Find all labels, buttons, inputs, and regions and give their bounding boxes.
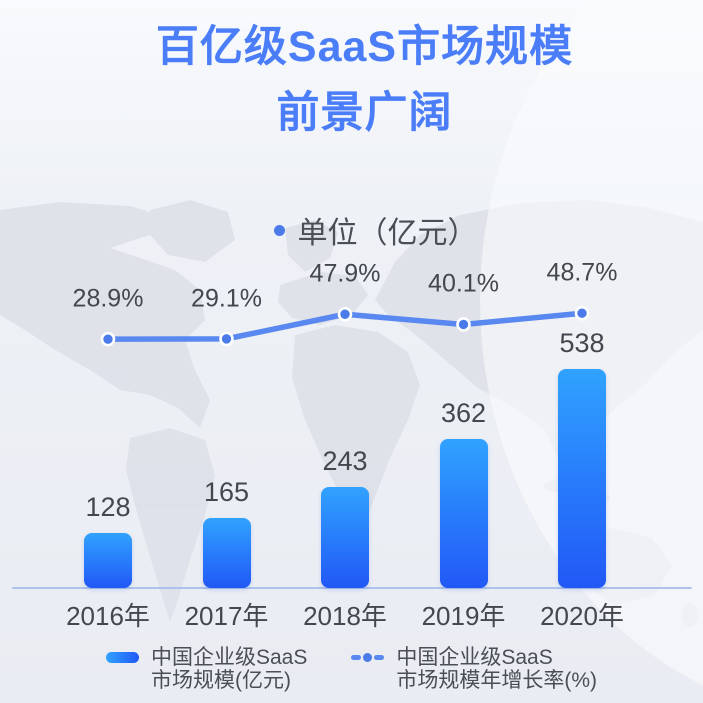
legend-growth-rate-line2: 市场规模年增长率(%) xyxy=(396,669,598,692)
page-title-line2: 前景广阔 xyxy=(276,89,453,137)
legend-growth-rate-label: 中国企业级SaaS 市场规模年增长率(%) xyxy=(396,646,597,692)
bar-value-label: 128 xyxy=(85,491,131,522)
page-title-line1: 百亿级SaaS市场规模 xyxy=(155,23,574,71)
legend-market-size-line2: 市场规模(亿元) xyxy=(150,669,291,692)
growth-point-marker xyxy=(219,331,234,347)
bar-value-label: 538 xyxy=(559,327,605,358)
chart-legend: 中国企业级SaaS 市场规模(亿元) 中国企业级SaaS 市场规模年增长率(%) xyxy=(0,646,703,692)
legend-dash-left xyxy=(351,655,362,660)
growth-point-marker xyxy=(574,305,590,321)
growth-pct-label: 29.1% xyxy=(191,284,262,313)
x-axis-label: 2017年 xyxy=(184,601,269,631)
growth-pct-label: 28.9% xyxy=(72,284,144,313)
legend-item-market-size: 中国企业级SaaS 市场规模(亿元) xyxy=(105,646,307,692)
growth-point-marker xyxy=(337,306,353,322)
growth-line xyxy=(105,310,585,342)
growth-pct-label: 40.1% xyxy=(428,269,499,298)
legend-dot xyxy=(363,653,373,662)
legend-market-size-line1: 中国企业级SaaS xyxy=(150,646,308,669)
bar-value-label: 165 xyxy=(203,477,250,507)
bar-series-marker-icon xyxy=(105,652,139,663)
page-title: 百亿级SaaS市场规模 前景广阔 xyxy=(13,14,703,146)
growth-point-marker xyxy=(456,317,471,332)
x-axis-line xyxy=(12,587,692,589)
x-axis-label: 2016年 xyxy=(66,601,150,631)
x-axis-label: 2018年 xyxy=(303,601,387,631)
legend-item-growth-rate: 中国企业级SaaS 市场规模年增长率(%) xyxy=(351,646,597,692)
unit-caption-text: 单位（亿元） xyxy=(297,217,478,250)
legend-dash-right xyxy=(374,655,385,660)
growth-point-marker xyxy=(100,331,116,347)
growth-pct-label: 48.7% xyxy=(546,258,618,287)
bar-2018年 xyxy=(321,486,369,588)
growth-pct-label: 47.9% xyxy=(309,259,381,288)
bar-2019年 xyxy=(439,439,488,588)
bullet-dot-icon xyxy=(273,224,285,236)
x-axis-label: 2020年 xyxy=(540,601,624,631)
bar-value-label: 243 xyxy=(322,445,368,476)
bar-2016年 xyxy=(84,532,132,588)
bar-2020年 xyxy=(558,368,606,588)
x-axis-label: 2019年 xyxy=(421,601,506,631)
bar-value-label: 362 xyxy=(440,398,487,429)
legend-growth-rate-line1: 中国企业级SaaS xyxy=(396,646,553,669)
unit-caption: 单位（亿元） xyxy=(24,208,703,252)
bar-2017年 xyxy=(202,518,251,588)
line-series-marker-icon xyxy=(351,653,385,662)
legend-market-size-label: 中国企业级SaaS 市场规模(亿元) xyxy=(151,646,307,692)
